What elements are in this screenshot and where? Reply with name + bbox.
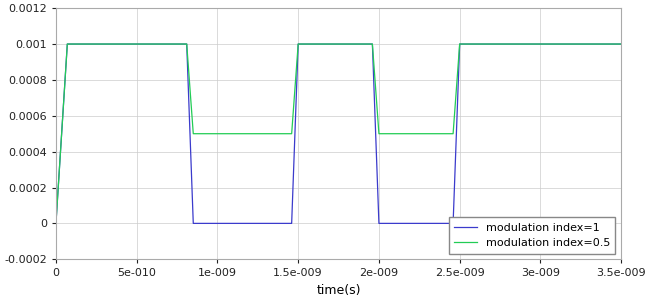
Line: modulation index=0.5: modulation index=0.5: [56, 44, 621, 223]
modulation index=1: [387, 222, 395, 225]
modulation index=0.5: [617, 42, 625, 46]
modulation index=0.5: [411, 132, 419, 135]
modulation index=0.5: [387, 132, 395, 135]
modulation index=1: [52, 222, 60, 225]
modulation index=0.5: [52, 222, 60, 225]
modulation index=0.5: [501, 42, 509, 46]
modulation index=1: [471, 42, 479, 46]
modulation index=1: [501, 42, 509, 46]
modulation index=0.5: [63, 42, 71, 46]
modulation index=1: [257, 222, 265, 225]
modulation index=0.5: [81, 42, 88, 46]
modulation index=1: [411, 222, 419, 225]
modulation index=0.5: [257, 132, 265, 135]
Line: modulation index=1: modulation index=1: [56, 44, 621, 223]
modulation index=0.5: [471, 42, 479, 46]
modulation index=1: [617, 42, 625, 46]
X-axis label: time(s): time(s): [317, 284, 361, 297]
modulation index=1: [63, 42, 71, 46]
modulation index=1: [81, 42, 88, 46]
Legend: modulation index=1, modulation index=0.5: modulation index=1, modulation index=0.5: [449, 217, 616, 254]
